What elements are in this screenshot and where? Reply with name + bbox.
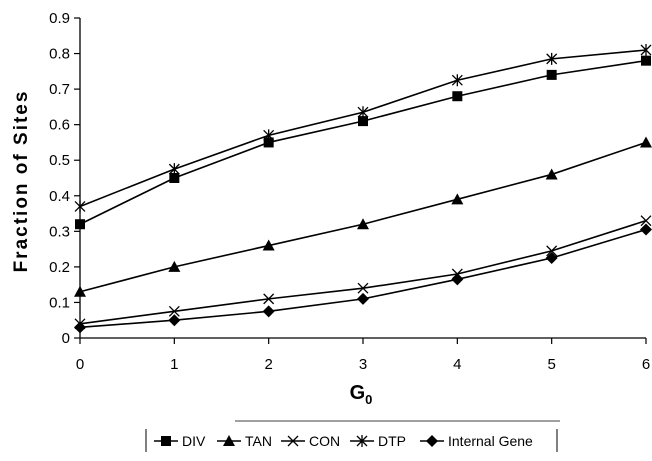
legend-item-dtp: DTP xyxy=(350,433,406,449)
y-tick-label: 0.8 xyxy=(49,46,70,63)
data-point-internal-gene xyxy=(545,252,558,264)
y-tick-label: 0.9 xyxy=(49,10,70,27)
data-point-internal-gene xyxy=(168,314,181,327)
legend: DIV TAN CON DTP Internal Gene xyxy=(145,420,560,452)
y-axis: 0 0.1 0.2 0.3 0.4 0.5 0.6 0.7 0.8 0.9 xyxy=(49,10,81,347)
legend-label-div: DIV xyxy=(182,433,206,449)
data-point-div xyxy=(641,55,651,66)
data-point-div xyxy=(452,91,463,102)
series-div xyxy=(75,55,651,230)
series-line-con xyxy=(79,219,647,325)
series-dtp xyxy=(74,44,652,213)
data-point-div xyxy=(358,116,368,127)
data-point-tan xyxy=(74,285,86,297)
data-point-dtp xyxy=(546,52,558,65)
data-point-internal-gene xyxy=(357,292,369,305)
x-tick-label: 6 xyxy=(642,356,650,373)
y-tick-label: 0.7 xyxy=(49,81,70,98)
data-point-tan xyxy=(168,260,181,272)
y-tick-label: 0.1 xyxy=(49,294,70,311)
legend-item-internal-gene: Internal Gene xyxy=(420,433,533,449)
x-tick-label: 5 xyxy=(547,356,555,373)
data-point-dtp xyxy=(74,200,86,213)
data-point-con xyxy=(640,215,652,227)
data-point-con xyxy=(168,305,180,317)
x-axis: 0 1 2 3 4 5 6 xyxy=(76,337,650,373)
legend-item-tan: TAN xyxy=(217,433,272,449)
data-point-div xyxy=(75,219,85,230)
legend-item-div: DIV xyxy=(154,433,206,449)
x-tick-label: 3 xyxy=(359,356,367,373)
series-line-div xyxy=(79,59,647,225)
series-internal-gene xyxy=(74,223,652,334)
legend-label-con: CON xyxy=(309,433,340,449)
data-point-internal-gene xyxy=(640,223,652,236)
series-tan xyxy=(74,136,652,297)
data-point-dtp xyxy=(640,44,652,56)
legend-marker-con xyxy=(287,435,299,447)
data-point-con xyxy=(357,282,369,294)
data-point-internal-gene xyxy=(262,305,275,318)
data-point-internal-gene xyxy=(451,273,464,286)
legend-marker-tan xyxy=(223,435,235,446)
y-axis-label: Fraction of Sites xyxy=(11,90,32,273)
legend-label-dtp: DTP xyxy=(378,433,406,449)
y-tick-label: 0.2 xyxy=(49,259,70,276)
y-tick-label: 0.5 xyxy=(49,152,70,169)
series-con xyxy=(74,215,652,330)
data-point-internal-gene xyxy=(74,321,86,334)
y-tick-label: 0.6 xyxy=(49,117,70,134)
y-tick-label: 0 xyxy=(62,330,70,347)
data-point-dtp xyxy=(357,106,369,119)
series-line-tan xyxy=(79,141,647,293)
data-point-div xyxy=(546,69,557,80)
legend-marker-internal-gene xyxy=(426,435,438,447)
data-point-dtp xyxy=(263,129,275,142)
x-tick-label: 4 xyxy=(453,356,461,373)
y-tick-label: 0.4 xyxy=(49,188,70,205)
data-point-tan xyxy=(451,193,464,205)
data-point-con xyxy=(263,293,275,305)
data-point-tan xyxy=(357,218,369,230)
data-point-div xyxy=(263,137,274,148)
x-tick-label: 2 xyxy=(264,356,272,373)
data-point-dtp xyxy=(451,74,463,87)
y-tick-label: 0.3 xyxy=(49,223,70,240)
x-axis-label-subscript: 0 xyxy=(365,392,372,407)
data-point-tan xyxy=(262,239,275,251)
legend-marker-div xyxy=(161,436,171,446)
x-tick-label: 1 xyxy=(170,356,178,373)
x-tick-label: 0 xyxy=(76,356,84,373)
legend-label-internal-gene: Internal Gene xyxy=(448,433,533,449)
x-axis-label: G0 xyxy=(350,382,373,407)
series-layer xyxy=(74,44,652,334)
legend-item-con: CON xyxy=(281,433,340,449)
data-point-tan xyxy=(545,168,558,180)
data-point-div xyxy=(169,173,180,183)
legend-label-tan: TAN xyxy=(245,433,272,449)
data-point-dtp xyxy=(168,163,180,176)
data-point-tan xyxy=(640,136,652,148)
legend-marker-dtp xyxy=(356,435,368,447)
data-point-con xyxy=(546,245,558,257)
x-axis-label-main: G xyxy=(350,382,366,404)
